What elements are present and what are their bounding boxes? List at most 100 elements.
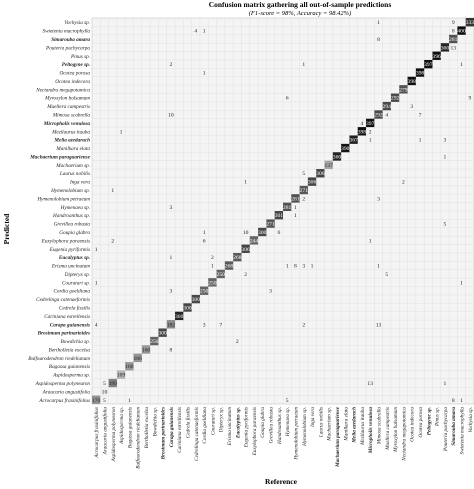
y-tick-label: Balfourodendron riedelianum [28, 355, 90, 362]
y-tick-label: Eugenia pyriformis [49, 246, 90, 253]
cell-value-label: 390 [341, 146, 350, 152]
heatmap-cell [332, 152, 342, 161]
x-tick-label: Hymenolobium petraeum [293, 407, 299, 461]
x-axis-label: Reference [265, 477, 298, 486]
cell-value-label: 3 [444, 138, 447, 144]
y-tick-label: Myroxylon balsamum [44, 96, 90, 102]
x-tick-label: Melia azedarach [352, 407, 358, 444]
heatmap-cell [307, 177, 317, 186]
y-tick-label: Goupia glabra [59, 230, 90, 236]
cell-value-label: 2 [111, 238, 114, 244]
cell-value-label: 292 [374, 113, 383, 119]
x-tick-label: Euxylophora paraensis [252, 407, 258, 456]
heatmap-cell [191, 294, 200, 304]
cell-value-label: 2 [244, 272, 247, 278]
cell-value-label: 182 [167, 322, 176, 328]
cell-value-label: 7 [219, 322, 222, 328]
y-tick-label: Manilkara elata [55, 146, 90, 152]
cell-value-label: 306 [241, 247, 250, 253]
cell-value-label: 2 [402, 180, 405, 186]
cell-value-label: 4 [360, 121, 363, 127]
x-tick-label: Simarouba amara [451, 407, 457, 446]
cell-value-label: 1 [444, 381, 447, 387]
cell-value-label: 294 [383, 104, 392, 110]
x-tick-label: Acrocarpus fraxinifolius [93, 407, 100, 459]
cell-value-label: 250 [208, 280, 217, 286]
heatmap-cell [249, 236, 259, 245]
heatmap-cell [224, 261, 234, 270]
cell-value-label: 250 [217, 272, 226, 278]
heatmap-cell [274, 211, 283, 220]
y-tick-label: Acrocarpus fraxinifolius [38, 397, 90, 404]
cell-value-label: 300 [183, 306, 192, 312]
x-tick-label: Grevillea robusta [269, 407, 275, 444]
heatmap-cell [415, 68, 425, 77]
heatmap-cell [133, 353, 142, 363]
cell-value-label: 1 [294, 213, 297, 219]
cell-value-label: 360 [175, 314, 184, 320]
heatmap-cell [150, 336, 159, 346]
x-tick-label: Bowdichia sp. [152, 407, 158, 436]
y-tick-label: Erisma uncinatum [51, 264, 90, 270]
cell-value-label: 333 [466, 20, 474, 26]
cell-value-label: 1 [244, 180, 247, 186]
cell-value-label: 10 [168, 113, 174, 119]
cell-value-label: 1 [294, 205, 297, 211]
heatmap-cell [199, 286, 209, 295]
x-tick-label: Nectandra megapotamica [401, 407, 407, 462]
y-tick-label: Nectandra megapotamica [35, 87, 90, 93]
cell-value-label: 1 [302, 62, 305, 68]
cell-value-label: 281 [291, 196, 300, 202]
cell-value-label: 306 [308, 180, 317, 186]
x-tick-label: Machaerium sp. [327, 407, 333, 442]
cell-value-label: 4 [95, 322, 98, 328]
y-tick-label: Hymenolobium sp. [50, 188, 90, 194]
x-tick-label: Pinus sp. [435, 407, 441, 427]
cell-value-label: 8 [452, 398, 455, 404]
y-tick-label: Mimosa scabrella [52, 113, 91, 119]
cell-value-label: 10 [102, 389, 108, 395]
x-tick-label: Micropholis venulosa [368, 407, 374, 455]
cell-value-label: 1 [419, 138, 422, 144]
cell-value-label: 271 [300, 188, 309, 194]
y-tick-label: Micropholis venulosa [43, 121, 91, 127]
heatmap-cell [324, 160, 333, 170]
cell-value-label: 250 [150, 339, 159, 345]
heatmap-cell [116, 370, 126, 379]
x-tick-label: Eucalyptus sp. [235, 407, 241, 439]
cell-value-label: 137 [324, 163, 333, 169]
cell-value-label: 1 [286, 264, 289, 270]
y-tick-label: Bertholletia excelsa [49, 347, 91, 353]
cell-value-label: 13 [450, 45, 456, 51]
x-tick-label: Cariniana estrellensis [177, 407, 183, 453]
x-tick-label: Inga vera [310, 407, 316, 428]
cell-value-label: 3 [169, 289, 172, 295]
cell-value-label: 268 [225, 264, 234, 270]
cell-value-label: 300 [158, 331, 167, 337]
cell-value-label: 1 [311, 264, 314, 270]
y-tick-label: Ocotea porosa [60, 71, 91, 77]
cell-value-label: 1 [444, 154, 447, 160]
x-tick-label: Manilkara elata [343, 407, 349, 442]
cell-value-label: 3 [302, 264, 305, 270]
heatmap-cell [166, 320, 176, 329]
y-tick-label: Couratari sp. [62, 280, 90, 286]
cell-value-label: 398 [416, 71, 425, 77]
cell-value-label: 244 [250, 238, 259, 244]
heatmap-cell [266, 219, 275, 228]
cell-value-label: 1 [369, 138, 372, 144]
heatmap-cell [390, 93, 400, 102]
x-tick-label: Aspidosperma sp. [119, 407, 125, 445]
cell-value-label: 281 [283, 205, 292, 211]
x-tick-label: Mezilaurus itauba [360, 407, 366, 446]
cell-value-label: 301 [275, 213, 284, 219]
chart-subtitle: (F1-score = 98%, Accuracy = 98.42%) [249, 10, 351, 17]
y-tick-label: Grevillea robusta [54, 222, 91, 228]
cell-value-label: 3 [203, 322, 206, 328]
cell-value-label: 1 [460, 280, 463, 286]
x-tick-label: Hymenaea sp. [285, 407, 291, 437]
y-tick-label: Simarouba amara [51, 37, 90, 43]
cell-value-label: 367 [349, 138, 358, 144]
cell-value-label: 300 [258, 230, 267, 236]
